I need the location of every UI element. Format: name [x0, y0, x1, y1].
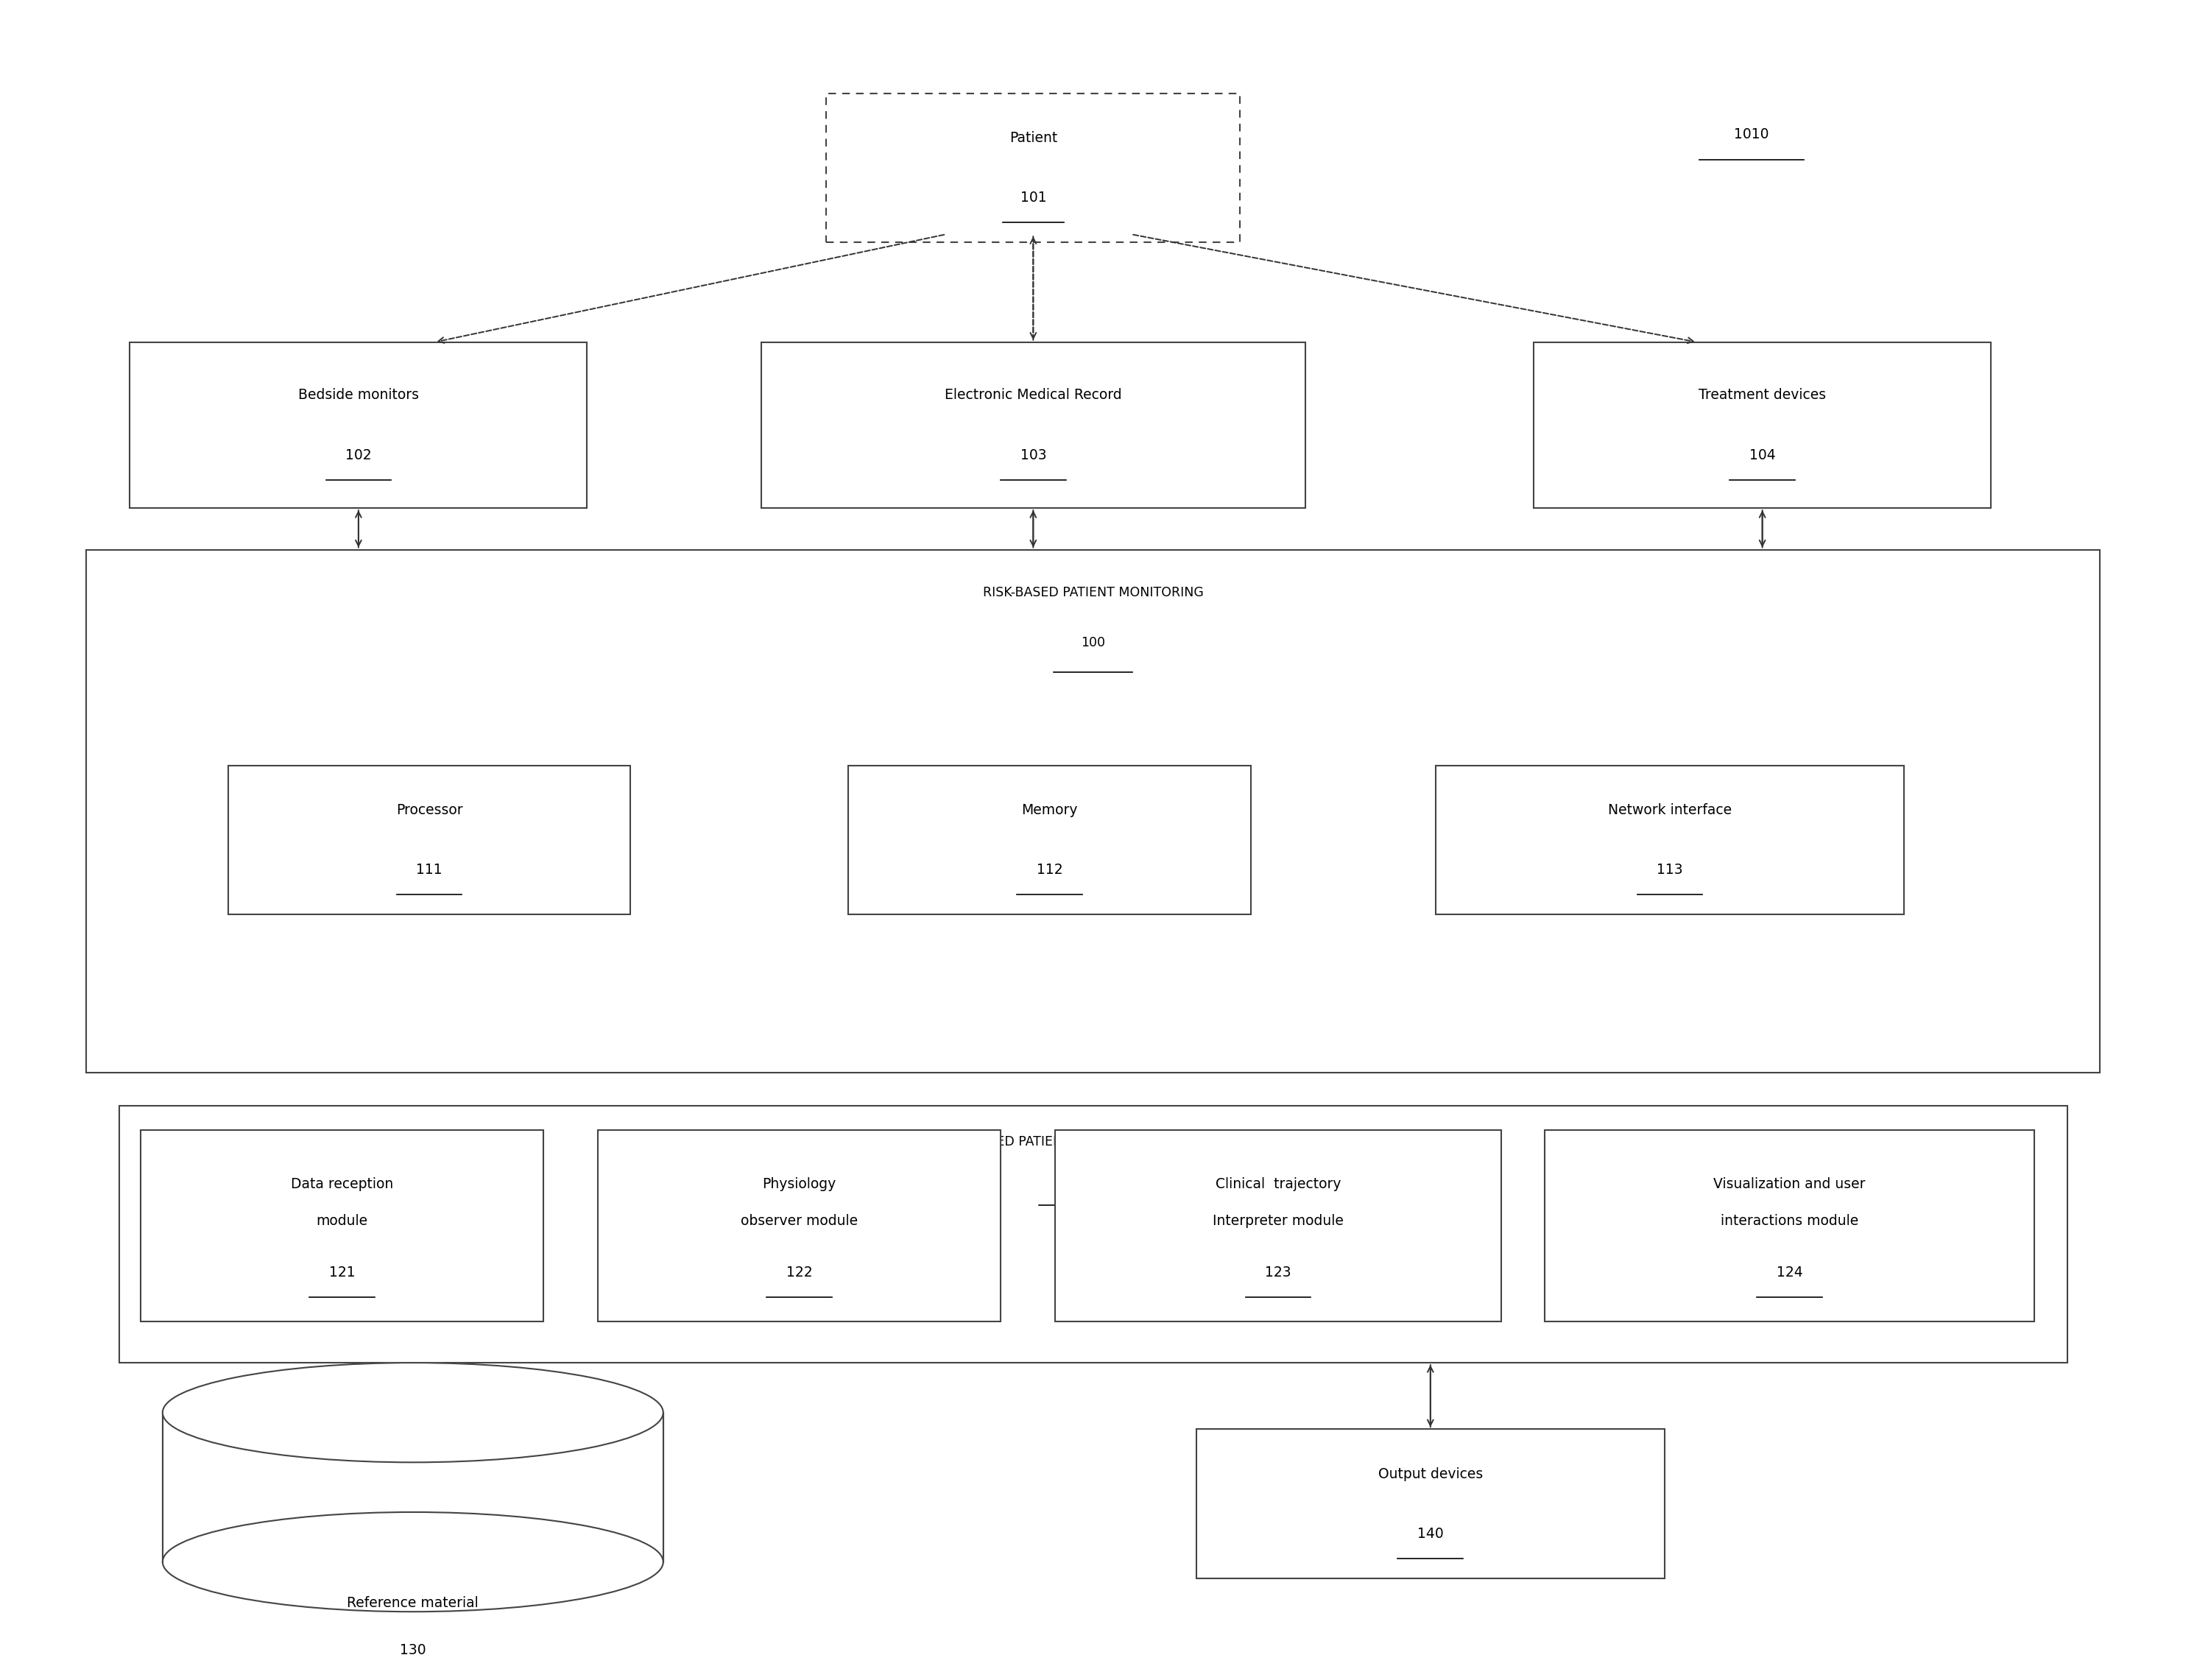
Text: 113: 113	[1657, 864, 1683, 877]
Text: Physiology: Physiology	[762, 1178, 837, 1191]
Text: Interpreter module: Interpreter module	[1213, 1215, 1345, 1228]
FancyBboxPatch shape	[119, 1105, 2067, 1362]
Text: Network interface: Network interface	[1608, 803, 1731, 816]
Ellipse shape	[163, 1362, 663, 1462]
Text: Memory: Memory	[1022, 803, 1079, 816]
Text: 130: 130	[400, 1643, 426, 1656]
Text: 121: 121	[330, 1265, 356, 1278]
Text: Clinical  trajectory: Clinical trajectory	[1215, 1178, 1340, 1191]
Text: 100: 100	[1081, 635, 1105, 648]
Text: RISK-BASED PATIENT MONITORING: RISK-BASED PATIENT MONITORING	[982, 586, 1204, 600]
FancyBboxPatch shape	[760, 343, 1305, 507]
Text: Bedside monitors: Bedside monitors	[299, 388, 420, 402]
Text: Electronic Medical Record: Electronic Medical Record	[945, 388, 1123, 402]
FancyBboxPatch shape	[598, 1131, 1000, 1320]
FancyBboxPatch shape	[1055, 1131, 1501, 1320]
Text: Reference material: Reference material	[347, 1596, 479, 1611]
Text: RISK-BASED PATIENT MONITORING APPLICATION: RISK-BASED PATIENT MONITORING APPLICATIO…	[938, 1136, 1248, 1149]
Text: 124: 124	[1777, 1265, 1804, 1278]
Text: 123: 123	[1265, 1265, 1292, 1278]
FancyBboxPatch shape	[1544, 1131, 2034, 1320]
Text: Data reception: Data reception	[290, 1178, 393, 1191]
Ellipse shape	[163, 1512, 663, 1611]
Text: Visualization and user: Visualization and user	[1714, 1178, 1865, 1191]
FancyBboxPatch shape	[848, 766, 1250, 914]
Text: observer module: observer module	[740, 1215, 857, 1228]
Text: module: module	[316, 1215, 367, 1228]
Text: 112: 112	[1037, 864, 1063, 877]
FancyBboxPatch shape	[1534, 343, 1990, 507]
FancyBboxPatch shape	[141, 1131, 543, 1320]
Text: interactions module: interactions module	[1720, 1215, 1859, 1228]
FancyBboxPatch shape	[130, 343, 587, 507]
Text: 1020: 1020	[1077, 1179, 1109, 1191]
FancyBboxPatch shape	[1197, 1430, 1665, 1579]
Text: Patient: Patient	[1008, 131, 1057, 144]
Text: 104: 104	[1749, 449, 1775, 462]
Text: 140: 140	[1417, 1527, 1443, 1541]
FancyBboxPatch shape	[228, 766, 631, 914]
Text: Output devices: Output devices	[1378, 1467, 1483, 1482]
Text: 111: 111	[415, 864, 442, 877]
Polygon shape	[163, 1362, 663, 1611]
Text: Treatment devices: Treatment devices	[1698, 388, 1826, 402]
FancyBboxPatch shape	[1437, 766, 1905, 914]
Text: Processor: Processor	[395, 803, 464, 816]
Text: 1010: 1010	[1733, 128, 1769, 141]
FancyBboxPatch shape	[86, 549, 2100, 1072]
FancyBboxPatch shape	[826, 92, 1239, 242]
Text: 103: 103	[1019, 449, 1046, 462]
Text: 122: 122	[787, 1265, 813, 1278]
Text: 102: 102	[345, 449, 371, 462]
Text: 101: 101	[1019, 192, 1046, 205]
